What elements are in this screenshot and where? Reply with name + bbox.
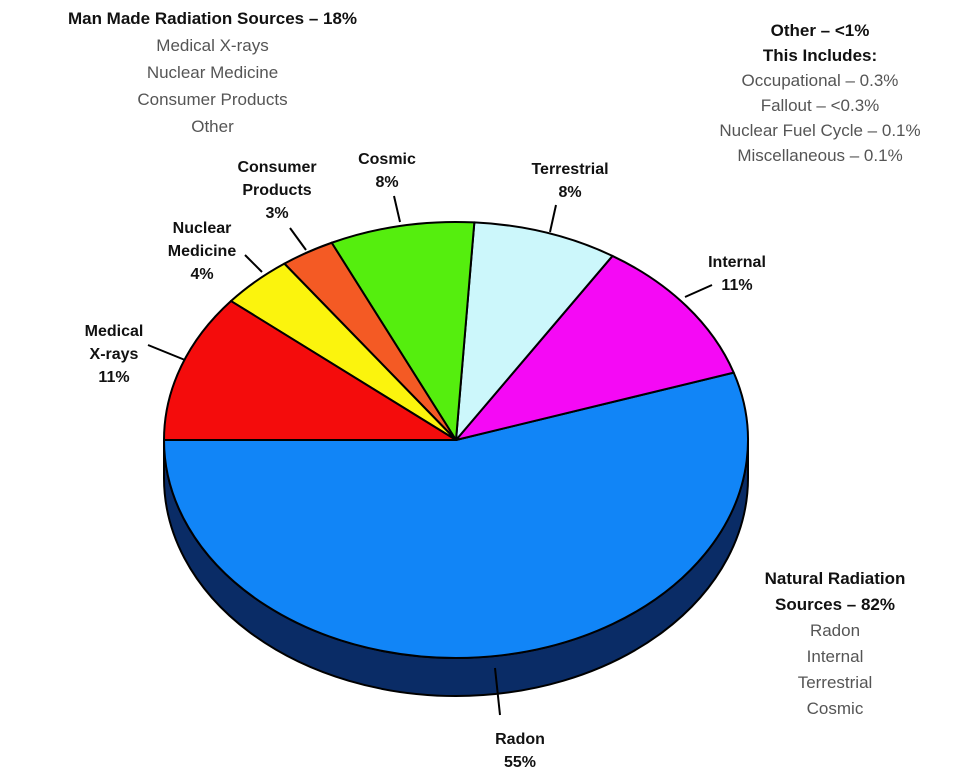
slice-value: 8% (558, 184, 582, 201)
man-made-item: Medical X-rays (156, 36, 269, 55)
man-made-title: Man Made Radiation Sources – 18% (67, 9, 358, 28)
slice-name: Medical (84, 323, 144, 340)
slice-label-terrestrial: Terrestrial 8% (510, 158, 630, 204)
pie-slice-cosmic (330, 221, 476, 441)
slice-label-radon: Radon 55% (470, 728, 570, 774)
other-item: Miscellaneous – 0.1% (737, 146, 903, 165)
slice-name: Radon (495, 731, 545, 748)
natural-item: Radon (809, 621, 861, 640)
pie-slice-terrestrial (455, 221, 614, 441)
leader-line-internal (684, 284, 713, 298)
slice-label-internal: Internal 11% (682, 251, 792, 297)
man-made-item: Other (191, 117, 234, 136)
natural-item: Terrestrial (797, 673, 873, 692)
slice-value: 11% (98, 369, 130, 386)
natural-item: Internal (806, 647, 864, 666)
slice-label-xray: Medical X-rays 11% (62, 320, 166, 389)
natural-block: Natural Radiation Sources – 82% Radon In… (730, 566, 940, 722)
natural-item: Cosmic (806, 699, 864, 718)
leader-line-terrestrial (549, 204, 557, 233)
leader-line-consumer (289, 227, 307, 251)
slice-name: Products (242, 182, 312, 199)
man-made-block: Man Made Radiation Sources – 18% Medical… (10, 5, 415, 140)
other-subtitle: This Includes: (762, 46, 878, 65)
slice-name: Medicine (167, 243, 237, 260)
pie-slice-internal (455, 254, 735, 441)
man-made-item: Consumer Products (137, 90, 288, 109)
other-title: Other – <1% (770, 21, 870, 40)
slice-name: Consumer (237, 159, 317, 176)
pie-slices (163, 221, 749, 659)
slice-name: Nuclear (172, 220, 232, 237)
pie-slice-medical-x-rays (163, 300, 457, 441)
natural-title: Natural Radiation (764, 569, 906, 588)
slice-value: 55% (503, 754, 537, 771)
other-item: Fallout – <0.3% (760, 96, 880, 115)
slice-name: Terrestrial (531, 161, 609, 178)
pie-slice-radon (163, 371, 749, 659)
leader-line-xray (147, 344, 186, 361)
other-item: Occupational – 0.3% (741, 71, 899, 90)
slice-value: 8% (375, 174, 399, 191)
slice-label-nuclear: Nuclear Medicine 4% (150, 217, 254, 286)
leader-lines (147, 195, 713, 716)
leader-line-cosmic (393, 195, 401, 223)
slice-name: Internal (708, 254, 766, 271)
slice-value: 4% (190, 266, 214, 283)
slice-name: Cosmic (358, 151, 416, 168)
slice-value: 3% (265, 205, 289, 222)
man-made-item: Nuclear Medicine (146, 63, 279, 82)
slice-label-consumer: Consumer Products 3% (222, 156, 332, 225)
natural-subtitle: Sources – 82% (774, 595, 895, 614)
other-block: Other – <1% This Includes: Occupational … (685, 18, 955, 168)
slice-label-cosmic: Cosmic 8% (342, 148, 432, 194)
leader-line-radon (494, 667, 501, 716)
slice-name: X-rays (89, 346, 139, 363)
leader-line-nuclear (244, 254, 263, 273)
slice-value: 11% (721, 277, 753, 294)
other-item: Nuclear Fuel Cycle – 0.1% (719, 121, 921, 140)
